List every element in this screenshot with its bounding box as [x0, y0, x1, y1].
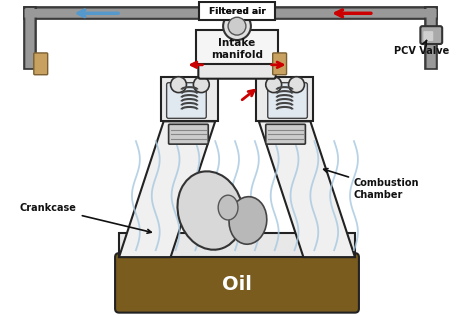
FancyBboxPatch shape	[273, 7, 437, 19]
Polygon shape	[119, 121, 215, 257]
Polygon shape	[256, 77, 313, 121]
FancyBboxPatch shape	[274, 9, 437, 18]
Polygon shape	[161, 77, 218, 121]
FancyBboxPatch shape	[26, 8, 34, 68]
FancyBboxPatch shape	[427, 8, 436, 68]
Circle shape	[193, 77, 209, 93]
FancyBboxPatch shape	[34, 53, 48, 75]
Text: Crankcase: Crankcase	[20, 203, 151, 233]
Ellipse shape	[229, 197, 267, 244]
FancyBboxPatch shape	[420, 26, 442, 44]
Text: PCV Valve: PCV Valve	[393, 40, 449, 56]
Circle shape	[171, 77, 186, 93]
FancyBboxPatch shape	[25, 9, 200, 18]
FancyBboxPatch shape	[196, 30, 278, 64]
FancyBboxPatch shape	[425, 7, 437, 69]
FancyBboxPatch shape	[268, 83, 307, 118]
FancyBboxPatch shape	[200, 3, 274, 20]
Polygon shape	[259, 121, 355, 257]
FancyBboxPatch shape	[167, 83, 206, 118]
FancyBboxPatch shape	[423, 31, 433, 41]
FancyBboxPatch shape	[273, 53, 287, 75]
Circle shape	[289, 77, 304, 93]
Polygon shape	[119, 233, 355, 257]
Ellipse shape	[177, 171, 243, 250]
Circle shape	[223, 12, 251, 40]
Text: Oil: Oil	[222, 275, 252, 295]
FancyBboxPatch shape	[115, 253, 359, 313]
Text: Intake
manifold: Intake manifold	[211, 38, 263, 60]
FancyBboxPatch shape	[169, 124, 208, 144]
Text: Filtered air: Filtered air	[209, 7, 265, 16]
FancyBboxPatch shape	[24, 7, 36, 69]
Text: Combustion
Chamber: Combustion Chamber	[324, 168, 419, 200]
FancyBboxPatch shape	[266, 124, 305, 144]
Text: Filtered air: Filtered air	[209, 7, 265, 16]
Ellipse shape	[218, 195, 238, 220]
Circle shape	[228, 17, 246, 35]
Circle shape	[266, 77, 282, 93]
FancyBboxPatch shape	[24, 7, 201, 19]
FancyBboxPatch shape	[198, 53, 276, 79]
